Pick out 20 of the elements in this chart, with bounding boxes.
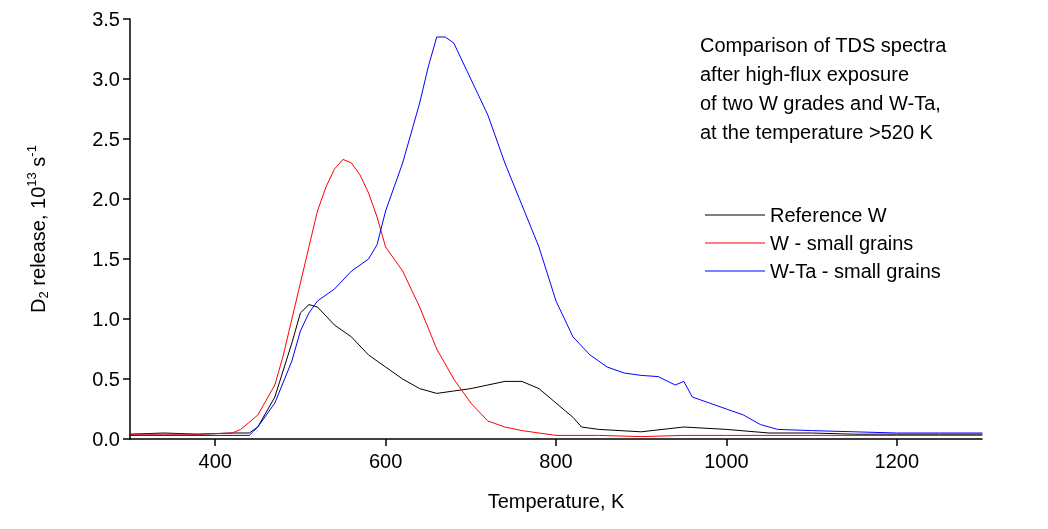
x-tick-label: 600 (368, 450, 403, 472)
y-tick-label: 3.5 (92, 8, 120, 30)
x-tick-label: 1000 (704, 450, 749, 472)
legend-label: W - small grains (770, 232, 914, 254)
y-tick-label: 2.0 (92, 188, 120, 210)
y-tick-label: 0.0 (92, 428, 120, 450)
y-tick-label: 1.5 (92, 248, 120, 270)
x-tick-label: 400 (198, 450, 232, 472)
y-axis-title: D2 release, 1013 s-1 (24, 145, 51, 313)
x-axis-title: Temperature, K (487, 490, 626, 512)
y-tick-label: 2.5 (92, 128, 120, 150)
y-tick-label: 3.0 (92, 68, 120, 90)
line-series (129, 36, 983, 436)
x-tick-label: 800 (539, 450, 573, 472)
y-tick-label: 0.5 (92, 368, 120, 390)
legend-label: Reference W (770, 204, 887, 226)
legend-label: W-Ta - small grains (770, 260, 941, 282)
annotation: Comparison of TDS spectra after high-flux exposure of two W grades and W-Ta, at the temperature >520 K (700, 33, 948, 143)
x-tick-label: 1200 (874, 450, 920, 472)
y-tick-label: 1.0 (92, 308, 120, 330)
